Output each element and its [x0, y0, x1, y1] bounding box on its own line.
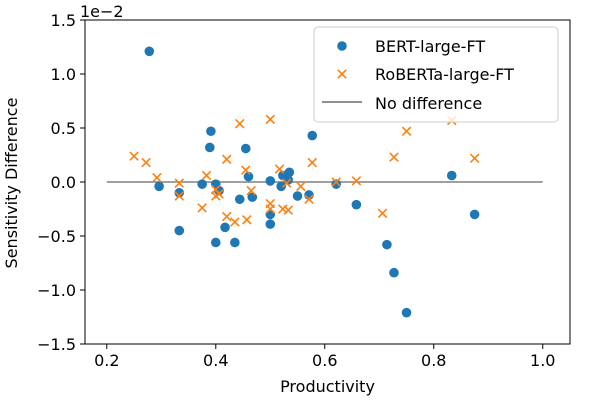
data-point-bert: [204, 142, 215, 153]
data-point-bert: [240, 143, 251, 154]
data-point-roberta: [214, 189, 224, 199]
data-point-bert: [265, 209, 276, 220]
data-point-bert: [234, 194, 245, 205]
data-point-bert: [230, 237, 240, 248]
data-point-bert: [351, 199, 362, 210]
data-point-bert: [446, 170, 457, 181]
data-point-roberta: [221, 154, 232, 165]
data-point-bert: [307, 130, 318, 141]
data-point-bert: [154, 181, 164, 192]
data-point-roberta: [234, 118, 245, 129]
axes-layer: 0.2 0.4 0.6 0.8 1.0 −1.5 −1.0 −0.5 0.0 0.5 1.0 1.5: [37, 11, 571, 370]
data-point-bert: [292, 191, 303, 201]
data-point-roberta: [141, 157, 151, 168]
y-tick-label: 1.0: [51, 65, 76, 84]
data-point-bert: [276, 181, 286, 192]
x-tick-label: 0.2: [94, 351, 119, 370]
y-axis-label: Sensitivity Difference: [2, 98, 21, 269]
data-point-bert: [174, 188, 185, 198]
data-point-roberta: [152, 172, 162, 183]
legend-label-roberta: RoBERTa-large-FT: [375, 65, 514, 84]
data-point-roberta: [197, 203, 207, 213]
x-tick-label: 0.4: [203, 351, 228, 370]
legend-label-no-difference: No difference: [375, 94, 482, 113]
data-point-roberta: [230, 217, 240, 227]
data-point-bert: [382, 239, 392, 250]
legend-marker-roberta: [337, 69, 347, 79]
legend-label-bert: BERT-large-FT: [375, 37, 485, 56]
legend-box: [313, 26, 559, 123]
x-tick-label: 0.8: [421, 351, 446, 370]
y-tick-label: 1.5: [51, 11, 76, 30]
data-point-roberta: [221, 211, 232, 222]
data-point-bert: [197, 179, 207, 189]
y-tick-label: −1.0: [37, 281, 76, 300]
data-point-bert: [389, 267, 399, 278]
data-point-bert: [331, 179, 342, 189]
data-point-bert: [284, 167, 295, 178]
x-tick-label: 0.6: [312, 351, 337, 370]
data-point-roberta: [283, 205, 294, 215]
y-tick-label: −1.5: [37, 335, 76, 354]
data-point-bert: [174, 225, 185, 236]
data-point-roberta: [242, 215, 252, 225]
data-point-bert: [220, 222, 230, 233]
data-point-roberta: [281, 178, 292, 188]
data-point-bert: [401, 307, 412, 318]
points-layer: [129, 46, 480, 318]
data-point-roberta: [265, 114, 276, 125]
y-tick-label: 0.0: [51, 173, 76, 192]
data-point-roberta: [304, 194, 314, 205]
data-point-roberta: [331, 177, 341, 187]
data-point-roberta: [401, 126, 412, 137]
data-point-roberta: [274, 164, 285, 174]
data-point-roberta: [174, 191, 185, 201]
data-point-bert: [243, 171, 254, 182]
data-point-roberta: [351, 176, 362, 186]
data-point-roberta: [296, 181, 306, 192]
data-point-roberta: [246, 185, 256, 196]
x-axis-label: Productivity: [280, 377, 375, 396]
y-offset-label: 1e−2: [80, 2, 124, 21]
x-tick-label: 1.0: [530, 351, 555, 370]
data-point-roberta: [307, 157, 318, 168]
data-point-roberta: [129, 151, 139, 161]
data-point-bert: [206, 126, 216, 137]
data-point-bert: [144, 46, 155, 57]
data-point-roberta: [377, 208, 388, 219]
data-point-roberta: [389, 152, 399, 162]
data-point-bert: [469, 209, 480, 220]
data-point-roberta: [240, 165, 251, 175]
data-point-bert: [265, 219, 276, 229]
data-point-roberta: [265, 204, 276, 214]
data-point-bert: [265, 176, 276, 186]
legend-marker-bert: [337, 41, 347, 51]
legend: BERT-large-FT RoBERTa-large-FT No differ…: [313, 26, 559, 123]
data-point-roberta: [174, 178, 185, 188]
y-tick-label: −0.5: [37, 227, 76, 246]
y-tick-label: 0.5: [51, 119, 76, 138]
data-point-roberta: [201, 170, 212, 181]
data-point-roberta: [469, 153, 480, 164]
data-point-bert: [210, 237, 221, 248]
